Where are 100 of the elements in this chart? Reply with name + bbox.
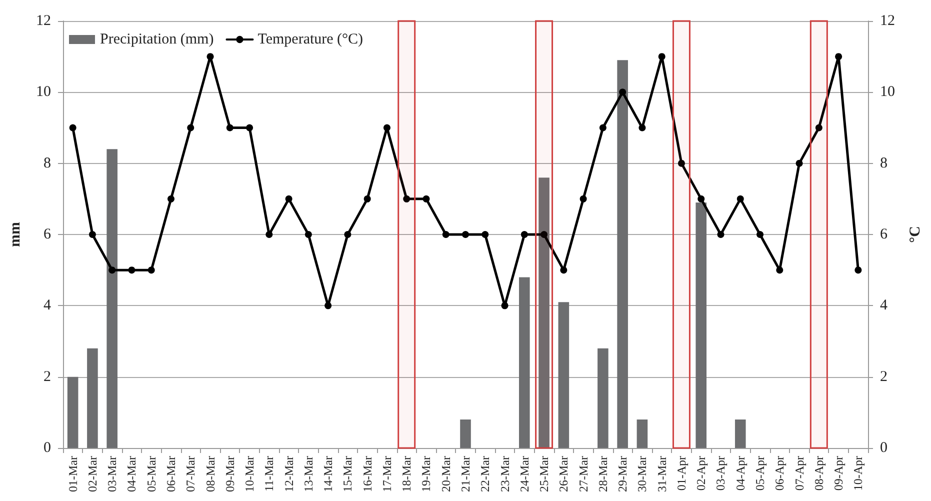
y-tick-label: 6 (44, 226, 52, 242)
point (756, 231, 764, 238)
x-tick-label: 06-Apr (772, 456, 787, 491)
point (658, 53, 666, 60)
point (69, 124, 76, 132)
x-tick-label: 12-Mar (282, 456, 296, 492)
point (148, 266, 155, 274)
x-tick-label: 13-Mar (301, 456, 316, 492)
legend-label: Temperature (°C) (258, 32, 364, 48)
y-axis-title: mm (8, 222, 24, 247)
x-tick-label: 03-Apr (714, 456, 728, 491)
bar (636, 420, 648, 448)
x-tick-label: 25-Mar (537, 456, 552, 492)
bar (519, 277, 530, 448)
x-tick-label: 06-Mar (164, 456, 178, 492)
point (285, 195, 292, 202)
bar (106, 149, 118, 448)
x-tick-label: 15-Mar (340, 456, 355, 492)
x-tick-label: 05-Apr (753, 456, 768, 491)
bar (696, 202, 707, 448)
y-tick-label: 12 (36, 13, 51, 29)
point (462, 231, 469, 238)
point (520, 231, 528, 238)
y2-tick-label: 12 (880, 13, 895, 29)
point (422, 195, 430, 202)
point (364, 195, 371, 202)
y2-tick-label: 4 (880, 298, 888, 314)
x-tick-label: 04-Apr (733, 456, 748, 491)
point (128, 266, 136, 274)
x-tick-label: 09-Mar (222, 456, 237, 492)
x-tick-label: 20-Mar (438, 456, 453, 492)
point (580, 195, 587, 202)
bar (598, 348, 608, 448)
point (638, 124, 646, 132)
legend-label: Precipitation (mm) (100, 32, 214, 48)
x-tick-label: 26-Mar (556, 456, 571, 492)
point (698, 195, 705, 202)
x-tick-label: 02-Apr (694, 456, 708, 491)
y2-tick-label: 8 (880, 155, 888, 172)
y-tick-label: 8 (44, 155, 51, 172)
bar (67, 376, 78, 448)
bar (460, 420, 471, 448)
point (736, 195, 744, 202)
x-tick-label: 29-Mar (616, 456, 630, 492)
y-tick-label: 2 (44, 368, 51, 385)
x-tick-label: 22-Mar (478, 456, 492, 492)
point (560, 266, 568, 274)
point (501, 302, 508, 310)
x-tick-label: 30-Mar (635, 456, 650, 492)
x-tick-label: 01-Mar (66, 456, 80, 492)
point (206, 53, 214, 60)
point (403, 195, 410, 202)
x-tick-label: 03-Mar (105, 456, 120, 492)
x-tick-label: 31-Mar (654, 456, 669, 492)
x-tick-label: 11-Mar (262, 456, 276, 492)
x-tick-label: 01-Apr (674, 456, 688, 491)
y2-tick-label: 0 (880, 440, 888, 456)
x-tick-label: 07-Mar (184, 456, 198, 492)
y2-tick-label: 2 (880, 368, 888, 385)
y-tick-label: 0 (44, 440, 51, 456)
point (266, 231, 273, 238)
point (167, 195, 174, 202)
x-tick-label: 04-Mar (124, 456, 139, 492)
x-tick-label: 17-Mar (380, 456, 394, 492)
x-tick-label: 23-Mar (498, 456, 512, 492)
x-tick-label: 10-Mar (242, 456, 257, 492)
point (344, 231, 352, 238)
point (854, 266, 862, 274)
point (442, 231, 450, 238)
y-tick-label: 4 (44, 298, 52, 314)
point (835, 53, 842, 60)
x-tick-label: 24-Mar (517, 456, 532, 492)
x-tick-label: 10-Apr (851, 456, 866, 491)
x-tick-label: 18-Mar (400, 456, 414, 492)
x-tick-label: 09-Apr (832, 456, 846, 491)
x-tick-label: 21-Mar (458, 456, 472, 492)
x-tick-label: 28-Mar (596, 456, 610, 492)
point (619, 88, 626, 96)
x-tick-label: 02-Mar (85, 456, 100, 492)
point (108, 266, 116, 274)
bar (87, 348, 98, 448)
point (717, 231, 724, 238)
point (678, 160, 685, 167)
point (815, 124, 822, 132)
point (383, 124, 390, 132)
point (88, 231, 96, 238)
point (226, 124, 234, 132)
point (482, 231, 489, 238)
x-tick-label: 07-Apr (792, 456, 806, 491)
x-tick-label: 19-Mar (419, 456, 434, 492)
bar (734, 420, 746, 448)
point (187, 124, 194, 132)
point (304, 231, 312, 238)
point (540, 231, 548, 238)
x-tick-label: 08-Mar (203, 456, 218, 492)
bar (558, 302, 570, 448)
x-tick-label: 27-Mar (576, 456, 590, 492)
y2-axis-title: °C (908, 226, 924, 243)
y2-tick-label: 10 (880, 84, 895, 100)
x-tick-label: 16-Mar (360, 456, 374, 492)
